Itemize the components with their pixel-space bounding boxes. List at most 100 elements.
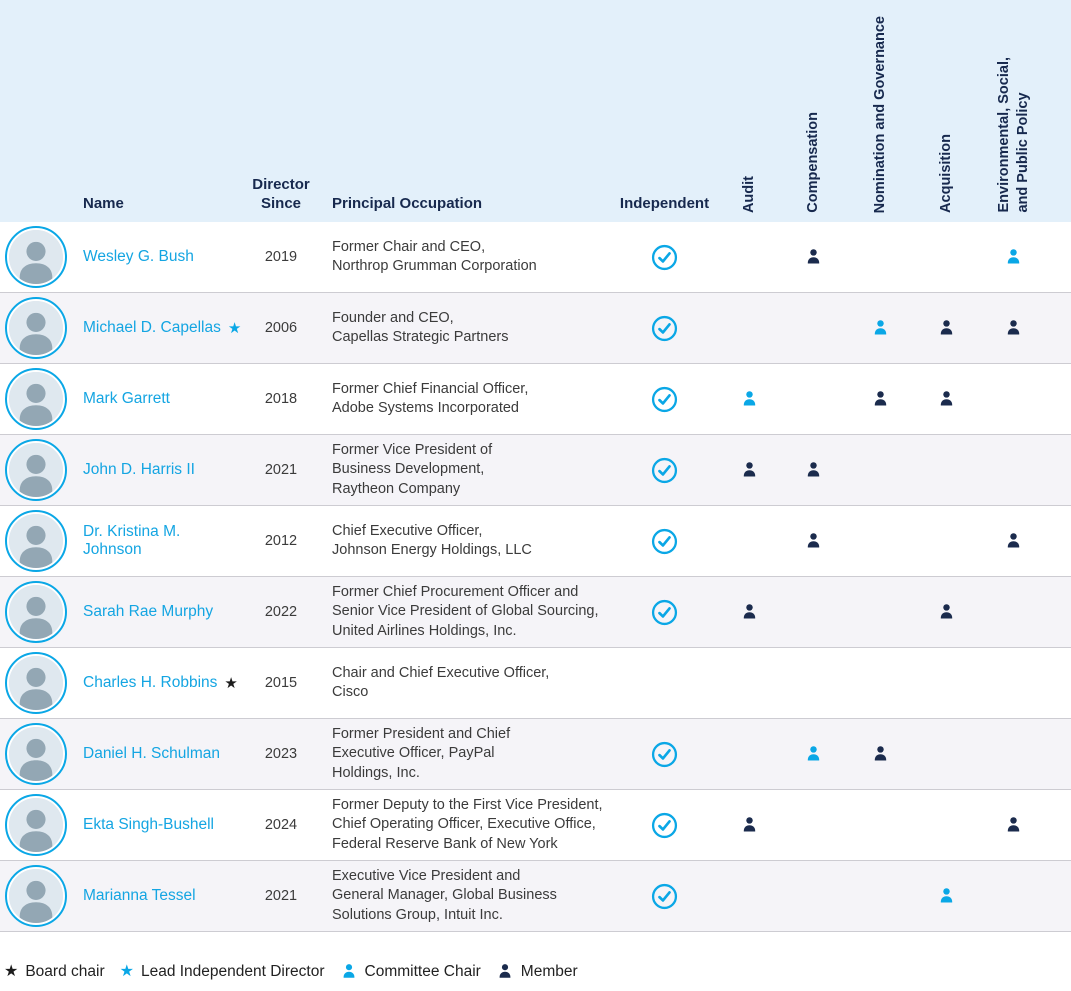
independent-cell [610,364,719,434]
committee-cell-nomination-governance [847,719,913,789]
independent-cell [610,648,719,718]
director-photo [9,301,63,355]
committee-cell-compensation [780,648,847,718]
director-since-value: 2022 [264,604,298,620]
principal-occupation-text: Chief Executive Officer, Johnson Energy … [332,522,532,558]
name-cell: Sarah Rae Murphy [70,577,250,647]
principal-occupation-text: Former Chief Procurement Officer and Sen… [332,584,599,639]
name-cell: Mark Garrett [70,364,250,434]
director-name-link[interactable]: Michael D. Capellas [83,319,221,336]
table-row: Charles H. Robbins ★ 2015 Chair and Chie… [0,647,1071,718]
director-photo [9,443,63,497]
committee-role-icon [1004,816,1023,835]
name-cell: Ekta Singh-Bushell [70,790,250,860]
name-cell: Marianna Tessel [70,861,250,931]
director-name-link[interactable]: Wesley G. Bush [83,248,194,265]
committee-cell-environmental-social-public-policy [980,719,1047,789]
table-row: Ekta Singh-Bushell 2024 Former Deputy to… [0,789,1071,860]
principal-occupation-text: Chair and Chief Executive Officer, Cisco [332,664,550,700]
director-name-link[interactable]: Ekta Singh-Bushell [83,816,214,833]
independent-cell [610,293,719,363]
member-person-icon [496,963,514,981]
committee-cell-audit [719,435,780,505]
table-row: Sarah Rae Murphy 2022 Former Chief Procu… [0,576,1071,647]
committee-cell-nomination-governance [847,435,913,505]
director-avatar [5,510,67,572]
column-header-environmental-social-public-policy: Environmental, Social, and Public Policy [995,57,1031,213]
committee-role-icon [937,603,956,622]
header-avatar-spacer [0,0,70,222]
committee-cell-compensation [780,790,847,860]
director-name-link[interactable]: Sarah Rae Murphy [83,603,214,620]
director-since-value: 2024 [264,817,298,833]
committee-role-icon [804,248,823,267]
committee-role-icon [1004,248,1023,267]
column-header-acquisition: Acquisition [938,134,955,213]
committee-cell-compensation [780,861,847,931]
independent-check-icon [651,883,678,910]
director-photo [9,372,63,426]
committee-cell-nomination-governance [847,222,913,292]
avatar-cell [0,293,70,363]
director-since-value: 2006 [264,320,298,336]
table-header: Name Director Since Principal Occupation… [0,0,1071,222]
avatar-cell [0,648,70,718]
committee-cell-acquisition [913,648,980,718]
committee-cell-acquisition [913,577,980,647]
legend-item-board-chair: ★ Board chair [4,963,105,981]
director-avatar [5,439,67,501]
chair-star-icon: ★ [224,674,238,692]
independent-cell [610,577,719,647]
committee-cell-acquisition [913,719,980,789]
legend-item-lead-independent-director: ★ Lead Independent Director [120,963,325,981]
legend-item-committee-chair: Committee Chair [340,963,481,981]
committee-cell-environmental-social-public-policy [980,648,1047,718]
legend: ★ Board chair ★ Lead Independent Directo… [4,963,1071,981]
independent-cell [610,719,719,789]
column-header-audit: Audit [741,175,758,213]
director-name-link[interactable]: Marianna Tessel [83,887,196,904]
committee-cell-acquisition [913,435,980,505]
committee-cell-nomination-governance [847,648,913,718]
chair-star-icon: ★ [227,319,242,337]
director-name-link[interactable]: John D. Harris II [83,461,195,478]
name-cell: Charles H. Robbins ★ [70,648,250,718]
committee-cell-nomination-governance [847,293,913,363]
director-avatar [5,723,67,785]
director-since-value: 2021 [264,888,298,904]
table-row: Mark Garrett 2018 Former Chief Financial… [0,363,1071,434]
principal-occupation-text: Former Chief Financial Officer, Adobe Sy… [332,380,529,416]
director-since-value: 2023 [264,746,298,762]
committee-cell-audit [719,577,780,647]
committee-cell-audit [719,364,780,434]
avatar-cell [0,719,70,789]
name-cell: Michael D. Capellas ★ [70,293,250,363]
avatar-cell [0,364,70,434]
director-since-value: 2019 [264,249,298,265]
committee-cell-nomination-governance [847,861,913,931]
independent-check-icon [651,599,678,626]
principal-occupation-text: Former Chair and CEO, Northrop Grumman C… [332,238,537,274]
name-cell: Daniel H. Schulman [70,719,250,789]
director-name-link[interactable]: Mark Garrett [83,390,170,407]
committee-cell-environmental-social-public-policy [980,293,1047,363]
table-row: Wesley G. Bush 2019 Former Chair and CEO… [0,222,1071,292]
director-photo [9,230,63,284]
independent-cell [610,222,719,292]
director-name-link[interactable]: Dr. Kristina M. Johnson [83,523,181,558]
independent-check-icon [651,528,678,555]
principal-occupation-text: Former Vice President of Business Develo… [332,442,493,497]
director-name-link[interactable]: Charles H. Robbins [83,674,218,691]
committee-cell-compensation [780,577,847,647]
director-name-link[interactable]: Daniel H. Schulman [83,745,220,762]
independent-check-icon [651,812,678,839]
committee-cell-nomination-governance [847,506,913,576]
committee-role-icon [804,461,823,480]
table-body: Wesley G. Bush 2019 Former Chair and CEO… [0,222,1071,932]
committee-role-icon [740,461,759,480]
committee-cell-audit [719,719,780,789]
name-cell: Dr. Kristina M. Johnson [70,506,250,576]
committee-cell-acquisition [913,293,980,363]
committee-role-icon [871,745,890,764]
director-avatar [5,581,67,643]
